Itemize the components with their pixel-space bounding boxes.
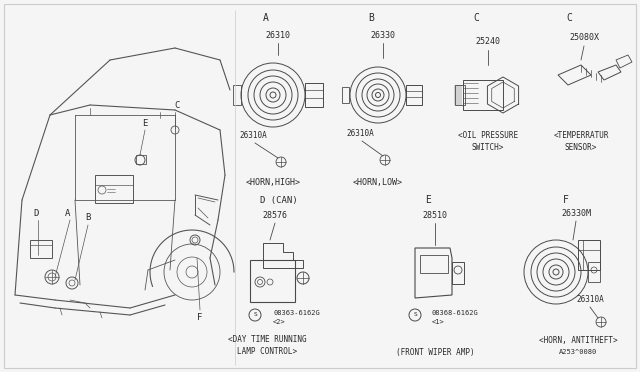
Text: F: F	[197, 314, 203, 323]
Text: A253^0080: A253^0080	[559, 349, 597, 355]
Bar	[406, 85, 422, 105]
Text: <OIL PRESSURE: <OIL PRESSURE	[458, 131, 518, 140]
Text: LAMP CONTROL>: LAMP CONTROL>	[237, 347, 297, 356]
Text: 26310A: 26310A	[576, 295, 604, 305]
Bar	[455, 85, 465, 105]
Text: 26310: 26310	[266, 31, 291, 39]
Text: C: C	[174, 102, 180, 110]
Text: B: B	[368, 13, 374, 23]
Text: D (CAN): D (CAN)	[260, 196, 298, 205]
Text: A: A	[263, 13, 269, 23]
Bar	[233, 85, 241, 105]
Text: S: S	[253, 312, 257, 317]
Text: SWITCH>: SWITCH>	[472, 144, 504, 153]
Text: D: D	[33, 209, 38, 218]
Bar	[578, 240, 600, 270]
Text: C: C	[566, 13, 572, 23]
Text: 08363-6162G: 08363-6162G	[273, 310, 320, 316]
Text: <HORN,HIGH>: <HORN,HIGH>	[246, 179, 301, 187]
Text: F: F	[563, 195, 569, 205]
Text: <2>: <2>	[273, 319, 285, 325]
Text: (FRONT WIPER AMP): (FRONT WIPER AMP)	[396, 347, 474, 356]
Text: C: C	[473, 13, 479, 23]
Text: B: B	[85, 214, 91, 222]
Text: A: A	[65, 209, 70, 218]
Text: 08368-6162G: 08368-6162G	[432, 310, 479, 316]
Text: 25080X: 25080X	[569, 33, 599, 42]
Text: <TEMPERRATUR: <TEMPERRATUR	[553, 131, 609, 140]
Text: 26330: 26330	[371, 31, 396, 39]
Text: <HORN,LOW>: <HORN,LOW>	[353, 179, 403, 187]
Text: E: E	[142, 119, 148, 128]
Bar	[95, 175, 133, 203]
Text: E: E	[425, 195, 431, 205]
Bar	[305, 83, 323, 107]
Text: <1>: <1>	[432, 319, 445, 325]
Bar	[250, 260, 295, 302]
Text: S: S	[413, 312, 417, 317]
Text: 28510: 28510	[422, 211, 447, 219]
Bar	[420, 255, 448, 273]
Text: <DAY TIME RUNNING: <DAY TIME RUNNING	[228, 336, 307, 344]
Bar	[588, 262, 600, 282]
Bar	[136, 155, 146, 164]
Text: 26310A: 26310A	[346, 128, 374, 138]
Text: SENSOR>: SENSOR>	[565, 144, 597, 153]
Text: 26330M: 26330M	[561, 208, 591, 218]
Bar	[452, 262, 464, 284]
Text: 26310A: 26310A	[239, 131, 267, 140]
Bar	[30, 240, 52, 258]
Text: 28576: 28576	[262, 211, 287, 219]
Bar	[463, 80, 503, 110]
Text: 25240: 25240	[476, 38, 500, 46]
Text: <HORN, ANTITHEFT>: <HORN, ANTITHEFT>	[539, 336, 618, 344]
Bar	[342, 87, 349, 103]
